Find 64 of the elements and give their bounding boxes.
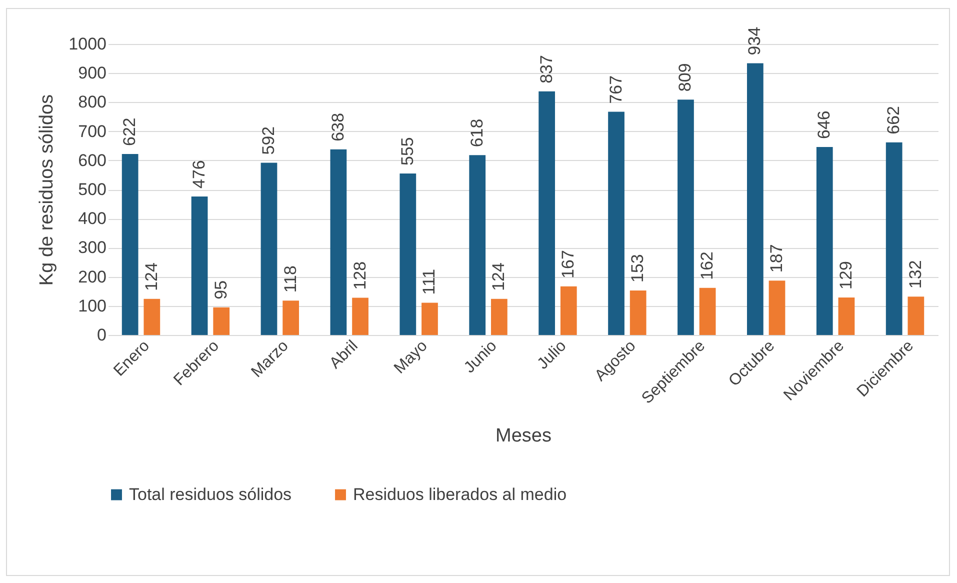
y-tick-label: 900 [78, 64, 106, 83]
bar [768, 280, 786, 335]
bar [908, 296, 924, 335]
data-label: 124 [142, 262, 161, 291]
y-tick-label: 700 [78, 122, 106, 141]
bar [630, 290, 646, 335]
data-label: 95 [211, 280, 230, 300]
data-label: 809 [676, 63, 695, 92]
bar [560, 286, 577, 335]
data-label: 622 [120, 118, 140, 146]
data-label: 118 [280, 266, 300, 293]
legend-label: Residuos liberados al medio [353, 484, 567, 504]
data-label: 662 [884, 106, 904, 134]
y-tick-label: 1000 [68, 34, 106, 54]
data-label: 592 [258, 126, 278, 155]
data-label: 111 [420, 268, 439, 295]
bar [816, 147, 833, 335]
bar [746, 63, 764, 335]
y-axis-title: Kg de residuos sólidos [36, 94, 58, 286]
data-label: 646 [814, 110, 834, 140]
data-label: 128 [350, 261, 370, 290]
bar [260, 162, 278, 335]
data-label: 129 [836, 261, 856, 290]
bar [886, 142, 902, 335]
bar [608, 112, 624, 335]
data-label: 618 [467, 118, 486, 148]
data-label: 555 [398, 137, 417, 166]
y-tick-label: 500 [78, 180, 106, 199]
bar [352, 298, 368, 335]
y-tick-label: 400 [78, 209, 106, 228]
bar [144, 298, 160, 335]
bar [678, 100, 694, 335]
data-label: 124 [489, 262, 508, 291]
x-tick-label: Julio [534, 337, 570, 373]
data-label: 767 [606, 75, 626, 104]
bar [422, 302, 438, 335]
data-label: 934 [745, 26, 764, 56]
data-label: 167 [558, 250, 578, 278]
data-label: 638 [328, 112, 348, 142]
data-label: 187 [767, 244, 786, 273]
bar [699, 288, 716, 335]
bar [122, 154, 138, 335]
bar [282, 300, 300, 335]
bar [213, 307, 230, 335]
data-label: 153 [628, 254, 648, 282]
y-tick-label: 100 [78, 296, 106, 316]
y-tick-label: 600 [78, 150, 106, 170]
bar [330, 149, 347, 335]
bar [400, 173, 416, 335]
y-tick-label: 200 [78, 267, 106, 286]
data-label: 476 [190, 160, 209, 188]
bar [538, 91, 555, 335]
y-tick-label: 300 [78, 238, 106, 258]
bar [191, 196, 208, 335]
data-label: 132 [906, 260, 925, 289]
legend-label: Total residuos sólidos [129, 484, 292, 504]
x-axis-title: Meses [496, 426, 552, 447]
bar [838, 297, 855, 335]
bar [469, 155, 486, 335]
data-label: 837 [536, 55, 556, 84]
data-label: 162 [698, 251, 717, 280]
y-tick-label: 0 [97, 326, 106, 344]
bar [491, 298, 508, 335]
y-tick-label: 800 [78, 92, 106, 112]
